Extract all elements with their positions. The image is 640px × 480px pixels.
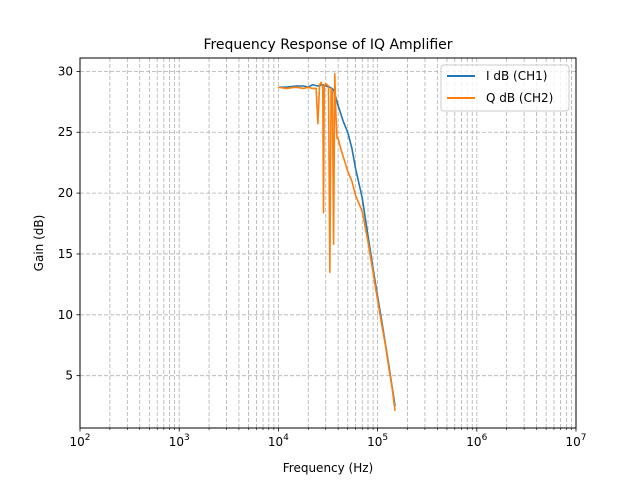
legend-label-ch1: I dB (CH1): [486, 69, 547, 83]
x-axis-label: Frequency (Hz): [283, 461, 374, 475]
y-tick-label: 5: [65, 369, 73, 383]
series-line-ch2: [278, 73, 396, 412]
grid: [79, 58, 577, 428]
y-tick-label: 25: [58, 125, 73, 139]
y-tick-label: 30: [58, 64, 73, 78]
series-layer: [278, 73, 396, 412]
y-tick-label: 15: [58, 247, 73, 261]
y-axis: 5 10 15 20 25 30: [58, 64, 80, 383]
y-tick-label: 20: [58, 186, 73, 200]
plot-frame: [79, 57, 577, 429]
y-tick-label: 10: [58, 308, 73, 322]
legend-label-ch2: Q dB (CH2): [486, 91, 553, 105]
y-axis-label: Gain (dB): [32, 215, 46, 272]
legend: I dB (CH1) Q dB (CH2): [440, 64, 570, 112]
chart-title: Frequency Response of IQ Amplifier: [203, 37, 452, 53]
